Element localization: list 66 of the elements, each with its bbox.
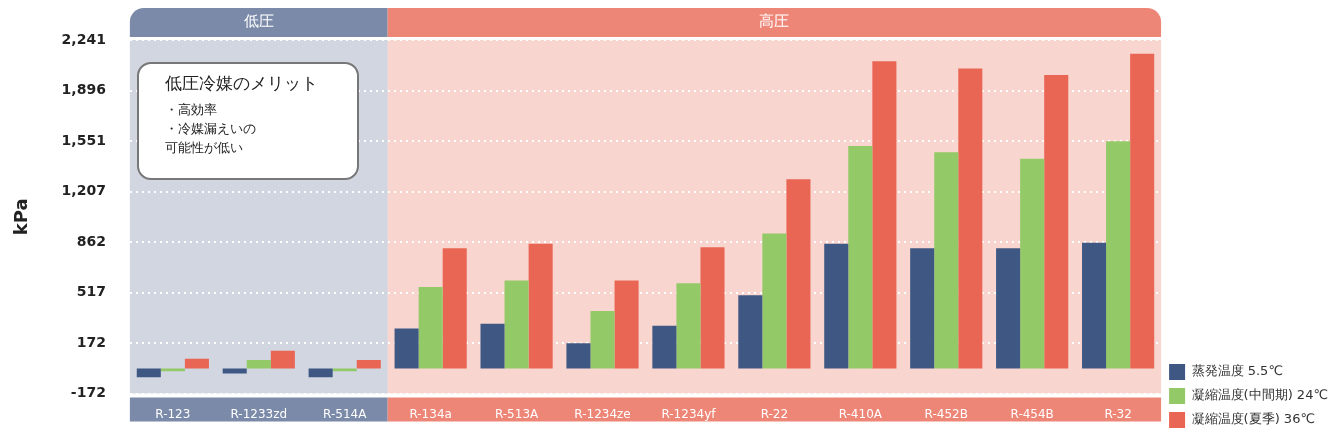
bar — [1020, 158, 1045, 369]
bar — [934, 152, 959, 369]
bar — [872, 61, 897, 369]
bar — [1130, 53, 1155, 369]
legend-label: 凝縮温度(夏季) 36℃ — [1191, 411, 1315, 427]
y-tick-label: 172 — [76, 333, 106, 350]
bar — [394, 328, 419, 369]
x-tick-label: R-454B — [1010, 406, 1054, 421]
bar — [246, 359, 271, 369]
bar — [958, 68, 983, 369]
bar — [136, 368, 161, 378]
bar — [614, 280, 639, 369]
bar — [738, 295, 763, 369]
x-tick-label: R-134a — [409, 406, 452, 421]
bar — [762, 233, 787, 369]
annotation: 低圧冷媒のメリット — [165, 72, 319, 95]
y-tick-label: -172 — [70, 384, 106, 401]
bar — [222, 368, 247, 374]
band-label: 高圧 — [759, 12, 790, 31]
x-tick-label: R-1234yf — [661, 406, 717, 421]
x-tick-label: R-514A — [323, 406, 368, 421]
bar — [504, 280, 529, 369]
bar — [442, 248, 467, 369]
band-label: 低圧 — [243, 12, 274, 31]
y-tick-label: 1,896 — [61, 81, 106, 98]
bar — [996, 248, 1021, 369]
x-tick-label: R-410A — [838, 406, 883, 421]
x-tick-label: R-1233zd — [230, 406, 288, 421]
legend-label: 凝縮温度(中間期) 24℃ — [1191, 387, 1328, 403]
bar — [528, 243, 553, 369]
bar — [160, 368, 185, 372]
bar — [308, 368, 333, 378]
annotation: 可能性が低い — [165, 139, 244, 156]
y-axis-title: kPa — [10, 198, 32, 236]
bar — [824, 243, 849, 369]
bar — [184, 358, 209, 369]
bar — [1082, 242, 1107, 369]
bar — [356, 359, 381, 369]
bar — [590, 310, 615, 369]
x-tick-label: R-452B — [924, 406, 968, 421]
bar — [418, 287, 443, 369]
y-tick-label: 1,207 — [61, 182, 106, 199]
y-tick-label: 2,241 — [61, 30, 106, 47]
x-tick-label: R-32 — [1104, 406, 1132, 421]
annotation: ・冷媒漏えいの — [165, 120, 257, 137]
annotation: ・高効率 — [165, 101, 218, 118]
y-tick-label: 862 — [76, 232, 106, 249]
bar — [332, 368, 357, 372]
bar — [848, 145, 873, 369]
x-tick-label: R-513A — [494, 406, 540, 421]
bar — [910, 248, 935, 369]
bar — [676, 283, 701, 369]
bar — [1106, 141, 1131, 369]
bar — [1044, 75, 1069, 369]
bar — [652, 325, 677, 369]
x-tick-label: R-22 — [760, 406, 789, 421]
y-tick-label: 1,551 — [61, 131, 106, 148]
bar — [566, 343, 591, 369]
bar — [786, 179, 811, 369]
legend-label: 蒸発温度 5.5℃ — [1191, 363, 1283, 379]
bar — [480, 323, 505, 369]
bar — [700, 247, 725, 369]
y-tick-label: 517 — [76, 283, 106, 300]
bar — [270, 350, 295, 369]
x-tick-label: R-123 — [155, 406, 191, 421]
x-tick-label: R-1234ze — [574, 406, 631, 421]
